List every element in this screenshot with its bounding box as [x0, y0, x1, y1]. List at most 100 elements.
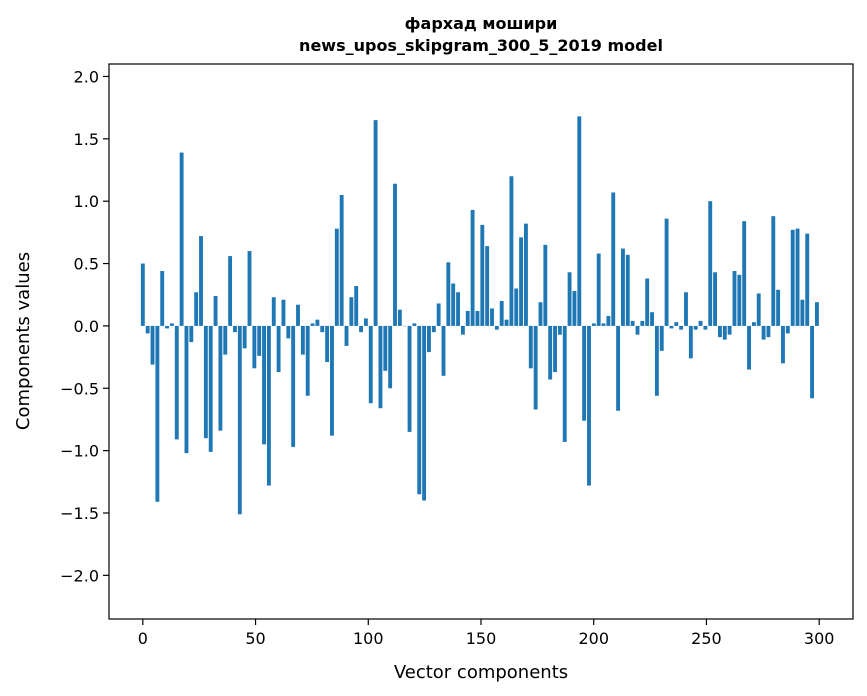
bar	[378, 325, 383, 409]
bar	[543, 244, 548, 326]
y-tick-label: −1.5	[60, 504, 99, 523]
bar	[587, 325, 591, 486]
bar	[693, 325, 698, 330]
bar	[422, 325, 427, 501]
x-axis-label: Vector components	[394, 662, 568, 683]
bar	[339, 194, 344, 326]
bar	[674, 322, 679, 326]
bar	[397, 309, 402, 326]
bar	[538, 302, 543, 326]
bar	[228, 256, 233, 326]
bar	[654, 325, 659, 396]
x-tick-label: 50	[245, 629, 265, 648]
bar	[247, 251, 252, 326]
bar	[625, 254, 630, 326]
bar	[572, 290, 577, 326]
bar	[208, 325, 213, 452]
chart-title: фархад мошири	[405, 14, 558, 33]
bar	[504, 319, 509, 326]
bar	[485, 246, 490, 326]
bar	[814, 302, 819, 326]
bar	[616, 325, 621, 411]
bar	[591, 323, 596, 326]
bar	[557, 325, 562, 335]
bar	[451, 283, 456, 326]
bar	[300, 325, 305, 355]
bar	[242, 325, 247, 349]
bar	[160, 271, 165, 326]
bar	[194, 292, 199, 326]
bar	[766, 325, 771, 338]
bar	[810, 325, 815, 399]
bar	[465, 310, 470, 326]
bar	[611, 192, 616, 326]
bar	[262, 325, 266, 445]
x-tick-label: 250	[691, 629, 722, 648]
bar	[237, 325, 242, 515]
bar	[281, 299, 286, 326]
chart-subtitle: news_upos_skipgram_300_5_2019 model	[299, 36, 663, 55]
bar	[218, 325, 223, 431]
bar	[679, 325, 684, 330]
bar	[296, 304, 300, 326]
bar	[427, 325, 431, 353]
bar	[645, 278, 650, 326]
bar	[781, 325, 785, 364]
bar	[441, 325, 446, 376]
bar	[359, 325, 363, 333]
bar	[412, 323, 417, 326]
plot-frame	[108, 63, 854, 620]
x-tick-label: 150	[466, 629, 497, 648]
bar	[509, 176, 514, 326]
bar	[388, 325, 393, 389]
bar	[742, 221, 747, 326]
bar	[771, 216, 776, 326]
y-tick-label: −1.0	[60, 442, 99, 461]
bar	[203, 325, 208, 439]
y-tick-label: −2.0	[60, 566, 99, 585]
bar	[659, 325, 664, 351]
bar	[349, 297, 354, 326]
bar	[630, 320, 635, 326]
y-axis-ticks: −2.0 −1.5 −1.0 −0.5 0.0 0.5 1.0 1.5 2.0	[60, 67, 109, 585]
bar	[169, 323, 174, 326]
bar	[189, 325, 194, 343]
bar	[354, 286, 359, 326]
bar	[713, 272, 718, 326]
bar	[514, 288, 519, 326]
bar	[732, 271, 737, 326]
bar	[703, 325, 708, 330]
y-tick-label: 1.0	[74, 192, 99, 211]
bar	[334, 228, 339, 326]
bar	[223, 325, 228, 355]
bar	[756, 293, 761, 326]
bar	[494, 325, 499, 330]
x-tick-label: 100	[353, 629, 384, 648]
bar	[383, 325, 388, 371]
bar	[325, 325, 330, 363]
bar	[305, 325, 310, 396]
bar	[533, 325, 538, 410]
bar	[431, 325, 436, 333]
bar	[373, 120, 378, 326]
bar	[330, 325, 334, 436]
bar	[776, 289, 781, 326]
bar	[562, 325, 567, 442]
bar	[596, 253, 601, 326]
bar	[310, 323, 315, 326]
bar	[800, 299, 805, 326]
bar	[150, 325, 155, 365]
plot-background	[109, 64, 853, 619]
x-tick-label: 200	[578, 629, 609, 648]
bar	[257, 325, 262, 356]
bar	[727, 325, 732, 335]
bar	[737, 274, 742, 326]
bar	[577, 116, 582, 326]
bar	[199, 236, 203, 326]
bar	[621, 248, 625, 326]
bar	[790, 229, 795, 326]
y-axis-label: Components values	[13, 252, 34, 430]
y-tick-label: −0.5	[60, 379, 99, 398]
bar	[165, 325, 170, 329]
